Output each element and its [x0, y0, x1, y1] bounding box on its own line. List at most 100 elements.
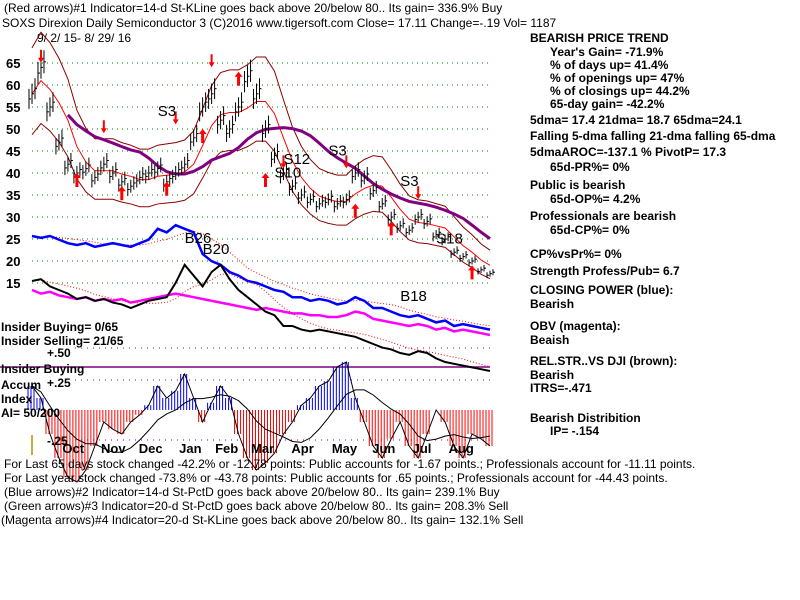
- red-down-arrow-icon: [172, 111, 179, 125]
- cp-vs-pr: CP%vsPr%= 0%: [530, 247, 622, 261]
- footer-year: For Last year stock changed -73.8% or -4…: [4, 471, 668, 485]
- strength-profess-pub: Strength Profess/Pub= 6.7: [530, 264, 680, 278]
- insider-buying-count: Insider Buying= 0/65: [1, 320, 119, 334]
- gain-65d: 65-day gain= -42.2%: [550, 97, 665, 111]
- index-label: Index: [1, 392, 33, 406]
- month-label: Jul: [413, 441, 432, 456]
- red-down-arrow-icon: [208, 54, 215, 68]
- closing-power-label: CLOSING POWER (blue):: [530, 283, 674, 297]
- y-tick-label: 15: [6, 276, 20, 291]
- ip-value: IP= -.154: [550, 424, 600, 438]
- relstr-value: Bearish: [530, 368, 575, 382]
- op-65d: 65d-OP%= 4.2%: [550, 192, 641, 206]
- ma-21d: [31, 79, 491, 266]
- red-up-arrow-icon: [351, 203, 360, 218]
- y-tick-label: 55: [6, 100, 20, 115]
- insider-selling-count: Insider Selling= 21/65: [1, 334, 124, 348]
- month-label: May: [332, 441, 358, 456]
- signal-label: S3: [400, 173, 418, 190]
- pr-65d: 65d-PR%= 0%: [550, 160, 630, 174]
- footer-65day: For Last 65 days stock changed -42.2% or…: [4, 457, 696, 471]
- red-down-arrow-icon: [280, 155, 287, 169]
- red-up-arrow-icon: [387, 221, 396, 236]
- footer-blue-arrows: (Blue arrows)#2 Indicator=14-d St-PctD g…: [4, 485, 500, 499]
- y-tick-label: 25: [6, 232, 20, 247]
- footer-green-arrows: (Green arrows)#3 Indicator=20-d St-PctD …: [4, 499, 509, 513]
- ticker-line: SOXS Direxion Daily Semiconductor 3 (C)2…: [2, 16, 557, 30]
- signal-label: S12: [283, 151, 310, 168]
- month-label: Nov: [101, 441, 126, 456]
- signal-label: S3: [328, 142, 346, 159]
- date-range: 9/ 2/ 15- 8/ 29/ 16: [37, 31, 132, 45]
- red-up-arrow-icon: [468, 265, 477, 280]
- openings-up: % of openings up= 47%: [550, 71, 685, 85]
- days-up: % of days up= 41.4%: [550, 58, 669, 72]
- red-down-arrow-icon: [100, 120, 107, 134]
- accum-minus25: -.25: [47, 434, 68, 448]
- month-label: Feb: [215, 441, 238, 456]
- red-up-arrow-icon: [198, 129, 207, 143]
- month-label: Jun: [372, 441, 395, 456]
- signal-label: S10: [274, 164, 301, 181]
- month-label: Jan: [179, 441, 201, 456]
- accum-plus50: +.50: [47, 346, 71, 360]
- indicator-signal-label: B18: [400, 288, 427, 305]
- aroc-pivot: 5dmaAROC=-137.1 % PivotP= 17.3: [530, 145, 727, 159]
- relstr-line: [31, 262, 491, 372]
- lower-band: [31, 122, 491, 280]
- professionals-status: Professionals are bearish: [530, 209, 677, 223]
- month-label: Mar: [251, 441, 274, 456]
- obv-label: OBV (magenta):: [530, 319, 621, 333]
- accum-label: Accum: [1, 378, 42, 392]
- obv-value: Beaish: [530, 333, 570, 347]
- accum-ma-line: [31, 385, 491, 453]
- y-tick-label: 60: [6, 78, 20, 93]
- month-label: Aug: [449, 441, 474, 456]
- y-tick-label: 65: [6, 56, 20, 71]
- accum-plus25: +.25: [47, 376, 71, 390]
- upper-band: [31, 31, 491, 251]
- y-tick-label: 50: [6, 122, 20, 137]
- closings-up: % of closings up= 44.2%: [550, 84, 690, 98]
- y-tick-label: 20: [6, 254, 20, 269]
- ai-value: AI= 50/200: [1, 406, 61, 420]
- red-up-arrow-icon: [72, 173, 81, 187]
- month-label: Apr: [291, 441, 313, 456]
- distribution-label: Bearish Distribition: [530, 411, 641, 425]
- red-down-arrow-icon: [343, 155, 350, 169]
- dma-values: 5dma= 17.4 21dma= 18.7 65dma=24.1: [530, 113, 742, 127]
- indicator-signal-label: B26: [185, 230, 212, 247]
- signal-label: S18: [436, 230, 463, 247]
- y-tick-label: 35: [6, 188, 20, 203]
- indicator-1-caption: (Red arrows)#1 Indicator=14-d St-KLine g…: [4, 1, 503, 15]
- trend-label: BEARISH PRICE TREND: [530, 31, 669, 45]
- y-tick-label: 30: [6, 210, 20, 225]
- indicator-signal-label: B20: [203, 241, 230, 258]
- red-up-arrow-icon: [162, 181, 171, 196]
- month-label: Dec: [139, 441, 163, 456]
- falling-dmas: Falling 5-dma falling 21-dma falling 65-…: [530, 129, 776, 143]
- red-up-arrow-icon: [117, 186, 126, 201]
- cp-65d: 65d-CP%= 0%: [550, 223, 630, 237]
- y-tick-label: 45: [6, 144, 20, 159]
- years-gain: Year's Gain= -71.9%: [550, 45, 664, 59]
- red-down-arrow-icon: [37, 49, 44, 63]
- ma-65d: [66, 113, 491, 240]
- footer-magenta-arrows: (Magenta arrows)#4 Indicator=20-d St-KLi…: [1, 513, 524, 527]
- red-up-arrow-icon: [234, 71, 243, 86]
- public-status: Public is bearish: [530, 178, 626, 192]
- itrs-value: ITRS=-.471: [530, 381, 592, 395]
- y-tick-label: 40: [6, 166, 20, 181]
- signal-label: S3: [158, 103, 176, 120]
- red-up-arrow-icon: [261, 173, 270, 187]
- month-label: Oct: [62, 441, 84, 456]
- closing-power-line: [31, 223, 491, 331]
- insider-buying-label: Insider Buying: [1, 362, 85, 376]
- relstr-ma: [31, 273, 491, 367]
- red-down-arrow-icon: [415, 186, 422, 200]
- accum-index-line: [31, 361, 491, 483]
- closing-power-value: Bearish: [530, 297, 575, 311]
- relstr-label: REL.STR..VS DJI (brown):: [530, 354, 678, 368]
